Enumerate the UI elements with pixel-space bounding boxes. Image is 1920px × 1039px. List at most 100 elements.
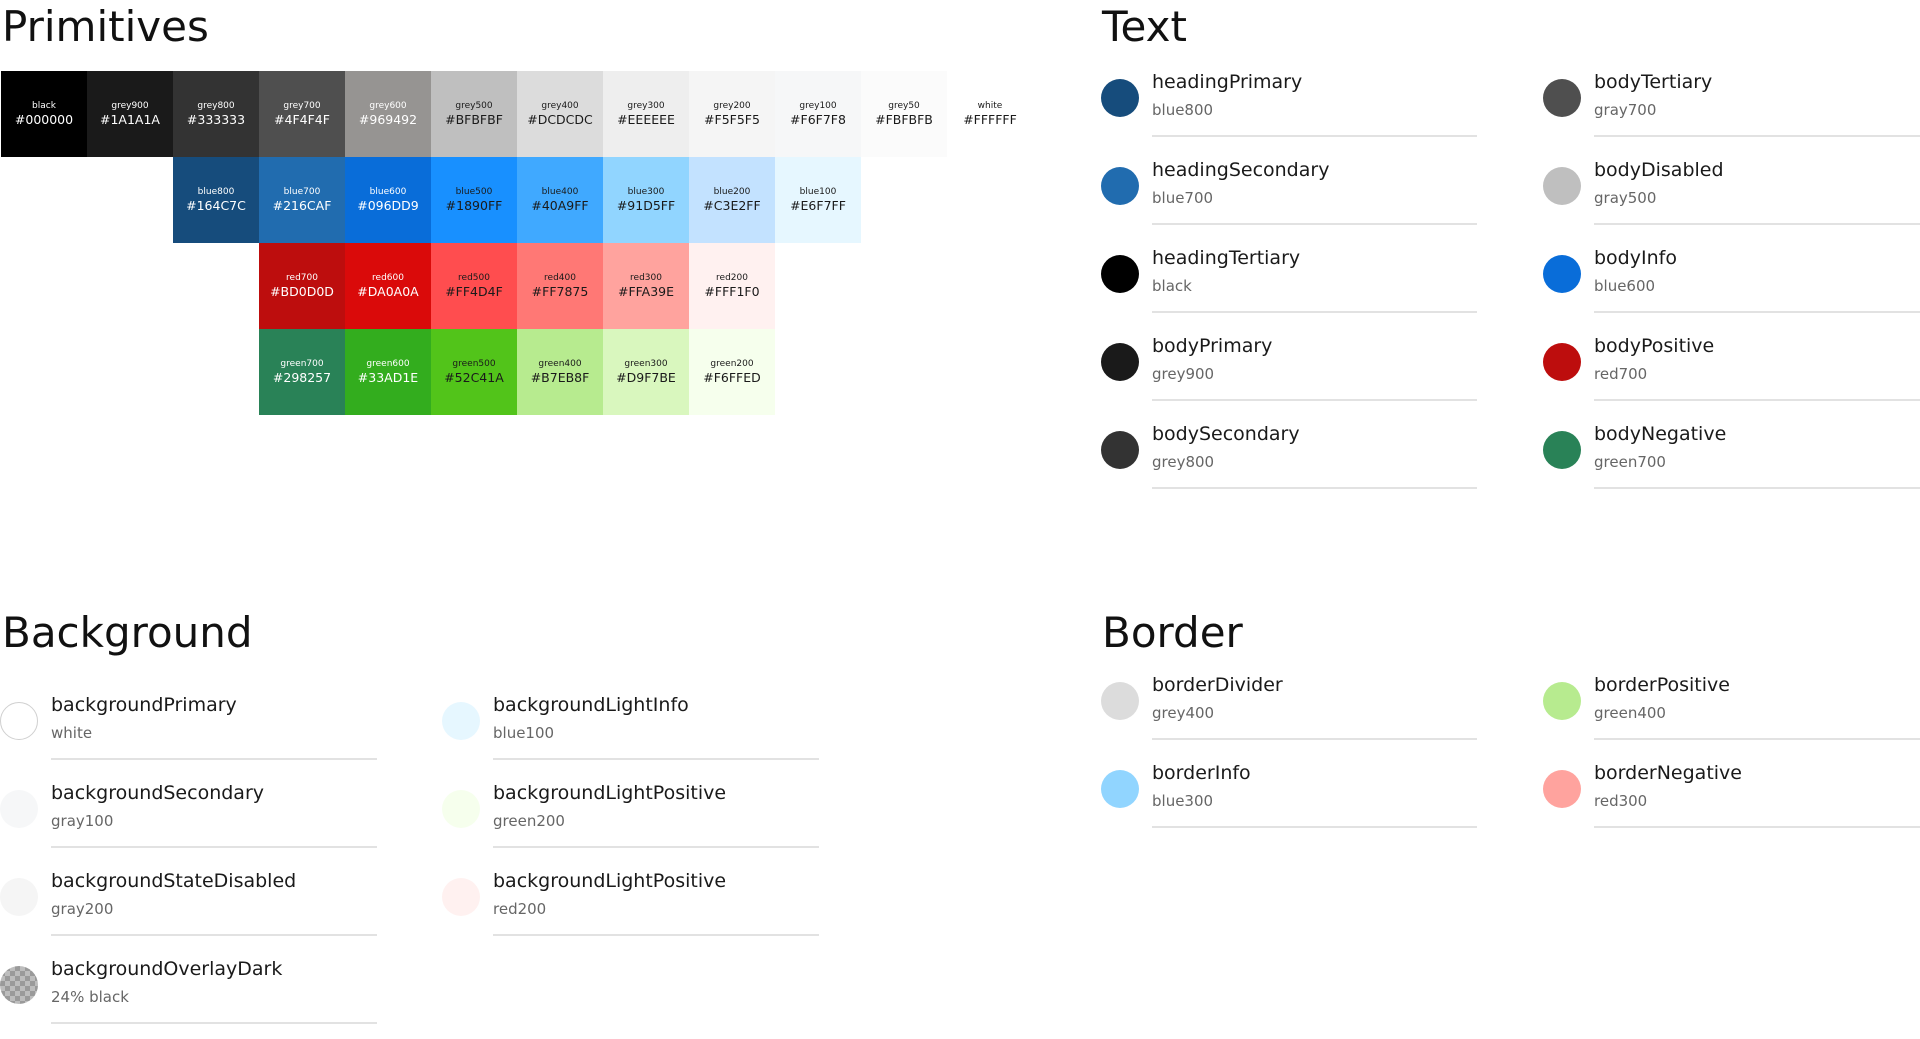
token-value: gray200: [51, 900, 114, 918]
color-dot-icon: [1101, 431, 1139, 469]
color-dot-icon: [1543, 431, 1581, 469]
color-swatch-grey100: grey100 #F6F7F8: [775, 71, 861, 157]
swatch-name: red600: [372, 273, 404, 283]
swatch-hex: #298257: [272, 370, 332, 385]
divider: [1594, 135, 1920, 137]
color-swatch-green300: green300 #D9F7BE: [603, 329, 689, 415]
token-value: grey800: [1152, 453, 1215, 471]
token-name: bodyPositive: [1594, 335, 1715, 357]
color-dot-icon: [1543, 770, 1581, 808]
swatch-name: red700: [286, 273, 318, 283]
token-name: backgroundLightPositive: [493, 782, 727, 804]
swatch-hex: #1890FF: [445, 198, 503, 213]
token-value: gray100: [51, 812, 114, 830]
color-dot-icon: [1101, 79, 1139, 117]
token-name: borderInfo: [1152, 762, 1251, 784]
swatch-hex: #164C7C: [186, 198, 246, 213]
token-name: backgroundSecondary: [51, 782, 264, 804]
divider: [1594, 223, 1920, 225]
border-title: Border: [1102, 608, 1243, 657]
primitives-title: Primitives: [2, 2, 209, 51]
color-dot-icon: [442, 790, 480, 828]
color-swatch-green700: green700 #298257: [259, 329, 345, 415]
swatch-name: blue500: [455, 187, 493, 197]
token-value: 24% black: [51, 988, 129, 1006]
token-value: green700: [1594, 453, 1666, 471]
color-swatch-green600: green600 #33AD1E: [345, 329, 431, 415]
color-swatch-green500: green500 #52C41A: [431, 329, 517, 415]
token-name: headingSecondary: [1152, 159, 1330, 181]
swatch-hex: #E6F7FF: [790, 198, 846, 213]
color-swatch-blue300: blue300 #91D5FF: [603, 157, 689, 243]
color-swatch-green400: green400 #B7EB8F: [517, 329, 603, 415]
color-swatch-grey800: grey800 #333333: [173, 71, 259, 157]
color-dot-icon: [0, 702, 38, 740]
token-value: blue600: [1594, 277, 1656, 295]
token-value: blue100: [493, 724, 555, 742]
token-value: grey900: [1152, 365, 1215, 383]
swatch-name: grey500: [455, 101, 493, 111]
swatch-hex: #DA0A0A: [357, 284, 419, 299]
color-swatch-red400: red400 #FF7875: [517, 243, 603, 329]
token-value: green200: [493, 812, 565, 830]
swatch-hex: #52C41A: [444, 370, 504, 385]
divider: [1152, 399, 1477, 401]
color-dot-icon: [0, 790, 38, 828]
swatch-name: green200: [710, 359, 754, 369]
token-value: green400: [1594, 704, 1666, 722]
swatch-name: green700: [280, 359, 324, 369]
swatch-name: green400: [538, 359, 582, 369]
token-value: blue700: [1152, 189, 1214, 207]
swatch-name: blue100: [799, 187, 837, 197]
token-name: backgroundLightInfo: [493, 694, 689, 716]
color-swatch-blue700: blue700 #216CAF: [259, 157, 345, 243]
token-name: bodyNegative: [1594, 423, 1727, 445]
background-token-backgroundPrimary: backgroundPrimary white: [0, 687, 377, 775]
swatch-hex: #969492: [358, 112, 418, 127]
color-swatch-blue200: blue200 #C3E2FF: [689, 157, 775, 243]
text-token-column-left: headingPrimary blue800 headingSecondary blu…: [1101, 64, 1477, 504]
swatch-name: red200: [716, 273, 748, 283]
divider: [493, 934, 819, 936]
divider: [51, 934, 377, 936]
background-token-backgroundLightPositive: backgroundLightPositive red200: [442, 863, 819, 951]
token-value: blue300: [1152, 792, 1214, 810]
background-token-backgroundStateDisabled: backgroundStateDisabled gray200: [0, 863, 377, 951]
color-dot-icon: [0, 878, 38, 916]
background-title: Background: [2, 608, 253, 657]
token-value: blue800: [1152, 101, 1214, 119]
token-name: borderDivider: [1152, 674, 1283, 696]
token-name: bodyTertiary: [1594, 71, 1713, 93]
border-token-borderDivider: borderDivider grey400: [1101, 667, 1477, 755]
text-token-headingPrimary: headingPrimary blue800: [1101, 64, 1477, 152]
divider: [1594, 826, 1920, 828]
text-token-headingTertiary: headingTertiary black: [1101, 240, 1477, 328]
color-swatch-blue800: blue800 #164C7C: [173, 157, 259, 243]
divider: [1594, 738, 1920, 740]
token-value: black: [1152, 277, 1192, 295]
swatch-hex: #C3E2FF: [703, 198, 761, 213]
divider: [1152, 487, 1477, 489]
color-swatch-red700: red700 #BD0D0D: [259, 243, 345, 329]
color-swatch-black: black #000000: [1, 71, 87, 157]
divider: [1152, 738, 1477, 740]
color-swatch-red500: red500 #FF4D4F: [431, 243, 517, 329]
swatch-hex: #33AD1E: [357, 370, 419, 385]
swatch-name: grey600: [369, 101, 407, 111]
text-token-headingSecondary: headingSecondary blue700: [1101, 152, 1477, 240]
color-dot-icon: [1101, 343, 1139, 381]
text-token-bodyPositive: bodyPositive red700: [1543, 328, 1920, 416]
color-dot-icon: [442, 878, 480, 916]
swatch-hex: #FFA39E: [617, 284, 675, 299]
swatch-hex: #BFBFBF: [445, 112, 503, 127]
text-token-bodyTertiary: bodyTertiary gray700: [1543, 64, 1920, 152]
color-swatch-blue600: blue600 #096DD9: [345, 157, 431, 243]
border-token-borderNegative: borderNegative red300: [1543, 755, 1920, 843]
token-name: backgroundOverlayDark: [51, 958, 283, 980]
swatch-name: green600: [366, 359, 410, 369]
color-swatch-grey200: grey200 #F5F5F5: [689, 71, 775, 157]
swatch-name: grey700: [283, 101, 321, 111]
color-swatch-blue500: blue500 #1890FF: [431, 157, 517, 243]
token-name: backgroundPrimary: [51, 694, 237, 716]
swatch-name: blue400: [541, 187, 579, 197]
